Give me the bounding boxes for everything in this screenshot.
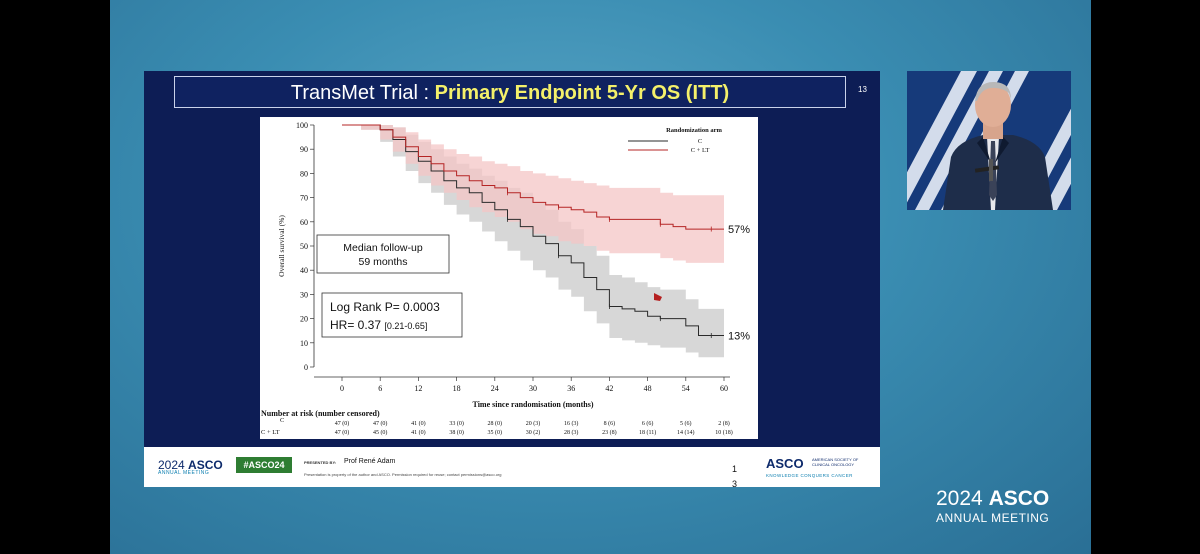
slide-title: TransMet Trial : Primary Endpoint 5-Yr O… (175, 82, 845, 105)
risk-cell: 23 (8) (602, 429, 617, 436)
slide-footer: 2024 ASCO ANNUAL MEETING #ASCO24 PRESENT… (144, 447, 880, 489)
x-tick-label: 30 (529, 384, 537, 393)
end-label-c: 13% (728, 331, 750, 343)
stats-hr-value: HR= 0.37 (330, 318, 384, 332)
presenter-name: Prof René Adam (344, 458, 396, 465)
risk-cell: 16 (3) (564, 420, 579, 427)
y-tick-label: 10 (300, 339, 308, 348)
stats-logrank: Log Rank P= 0.0003 (330, 300, 440, 314)
slide-title-prefix: TransMet Trial : (290, 82, 435, 104)
risk-row-label: C (280, 417, 284, 424)
laser-pointer-mark (654, 293, 662, 301)
y-axis-title: Overall survival (%) (277, 215, 286, 277)
risk-cell: 6 (6) (642, 420, 654, 427)
followup-line-1: Median follow-up (343, 242, 423, 254)
risk-cell: 47 (0) (335, 420, 350, 427)
risk-cell: 30 (2) (526, 429, 541, 436)
end-label-c-lt: 57% (728, 224, 750, 236)
km-curve-c-lt (342, 124, 724, 230)
brand-year: 2024 (936, 487, 983, 510)
x-tick-label: 36 (567, 384, 575, 393)
risk-row-label: C + LT (261, 429, 280, 436)
followup-box (316, 234, 450, 274)
km-chart-panel: 0 10 20 30 40 50 60 70 80 90 100 0 6 12 18 24 30 36 42 48 54… (260, 117, 758, 439)
risk-cell: 2 (8) (718, 420, 730, 427)
footer-page-number: 1 3 (732, 464, 738, 489)
risk-table-title: Number at risk (number censored) (261, 409, 380, 418)
km-curve-c (342, 124, 724, 336)
asco-meeting-brand: 2024 ASCO ANNUAL MEETING (936, 487, 1050, 526)
presented-by-label: PRESENTED BY: (304, 460, 337, 465)
x-tick-label: 18 (453, 384, 461, 393)
footer-annual-meeting: ANNUAL MEETING (158, 470, 210, 476)
x-axis-title: Time since randomisation (months) (473, 400, 594, 409)
risk-cell: 45 (0) (373, 429, 388, 436)
brand-asco: ASCO (988, 487, 1050, 510)
asco-tagline: KNOWLEDGE CONQUERS CANCER (766, 473, 853, 478)
stats-box (321, 292, 463, 338)
risk-cell: 28 (0) (488, 420, 503, 427)
hashtag-badge: #ASCO24 (236, 457, 292, 473)
risk-cell: 35 (0) (488, 429, 503, 436)
legend-label-c: C (698, 138, 702, 145)
presentation-slide: TransMet Trial : Primary Endpoint 5-Yr O… (144, 71, 880, 489)
x-tick-label: 60 (720, 384, 728, 393)
speaker-video-image (907, 71, 1071, 210)
x-tick-label: 6 (378, 384, 382, 393)
video-stage: TransMet Trial : Primary Endpoint 5-Yr O… (110, 0, 1091, 554)
slide-number: 13 (858, 85, 867, 94)
y-tick-label: 90 (300, 145, 308, 154)
asco-corp-subtitle: AMERICAN SOCIETY OF CLINICAL ONCOLOGY (812, 457, 859, 467)
ci-band-c-lt (342, 125, 724, 263)
x-tick-label: 0 (340, 384, 344, 393)
asco-annual-meeting-logo: 2024 ASCO ANNUAL MEETING (158, 459, 223, 476)
risk-cell: 8 (6) (604, 420, 616, 427)
speaker-video (907, 71, 1071, 210)
risk-cell: 28 (3) (564, 429, 579, 436)
y-tick-label: 40 (300, 266, 308, 275)
footer-asco-word: ASCO (188, 458, 223, 472)
risk-cell: 47 (0) (373, 420, 388, 427)
risk-cell: 14 (14) (677, 429, 695, 436)
x-tick-label: 24 (491, 384, 499, 393)
slide-title-highlight: Primary Endpoint 5-Yr OS (ITT) (434, 82, 730, 104)
y-tick-label: 80 (300, 169, 308, 178)
y-tick-label: 30 (300, 290, 308, 299)
footer-asco-year: 2024 (158, 458, 185, 472)
stats-hr: HR= 0.37 [0.21-0.65] (330, 318, 427, 332)
legend-title: Randomization arm (666, 127, 722, 134)
asco-corp-word: ASCO (766, 456, 804, 471)
y-tick-label: 20 (300, 315, 308, 324)
y-tick-label: 50 (300, 242, 308, 251)
km-chart: 0 10 20 30 40 50 60 70 80 90 100 0 6 12 18 24 30 36 42 48 54… (261, 121, 750, 436)
y-tick-label: 100 (296, 121, 308, 130)
risk-cell: 5 (6) (680, 420, 692, 427)
risk-cell: 18 (11) (639, 429, 656, 436)
y-tick-label: 60 (300, 218, 308, 227)
risk-cell: 10 (18) (715, 429, 733, 436)
x-tick-label: 54 (682, 384, 690, 393)
y-tick-label: 0 (304, 363, 308, 372)
x-tick-label: 12 (414, 384, 422, 393)
y-tick-label: 70 (300, 194, 308, 203)
followup-line-2: 59 months (358, 256, 407, 268)
x-tick-label: 42 (605, 384, 613, 393)
risk-cell: 20 (3) (526, 420, 541, 427)
legend-label-c-lt: C + LT (691, 147, 710, 154)
risk-cell: 38 (0) (449, 429, 464, 436)
asco-corporate-logo: ASCO AMERICAN SOCIETY OF CLINICAL ONCOLO… (766, 456, 858, 471)
risk-cell: 41 (0) (411, 429, 426, 436)
risk-cell: 47 (0) (335, 429, 350, 436)
risk-cell: 41 (0) (411, 420, 426, 427)
stats-hr-ci: [0.21-0.65] (384, 321, 427, 331)
permission-disclaimer: Presentation is property of the author a… (304, 472, 502, 477)
slide-title-bar: TransMet Trial : Primary Endpoint 5-Yr O… (174, 76, 846, 108)
x-tick-label: 48 (644, 384, 652, 393)
brand-annual-meeting: ANNUAL MEETING (936, 511, 1050, 525)
risk-cell: 33 (0) (449, 420, 464, 427)
